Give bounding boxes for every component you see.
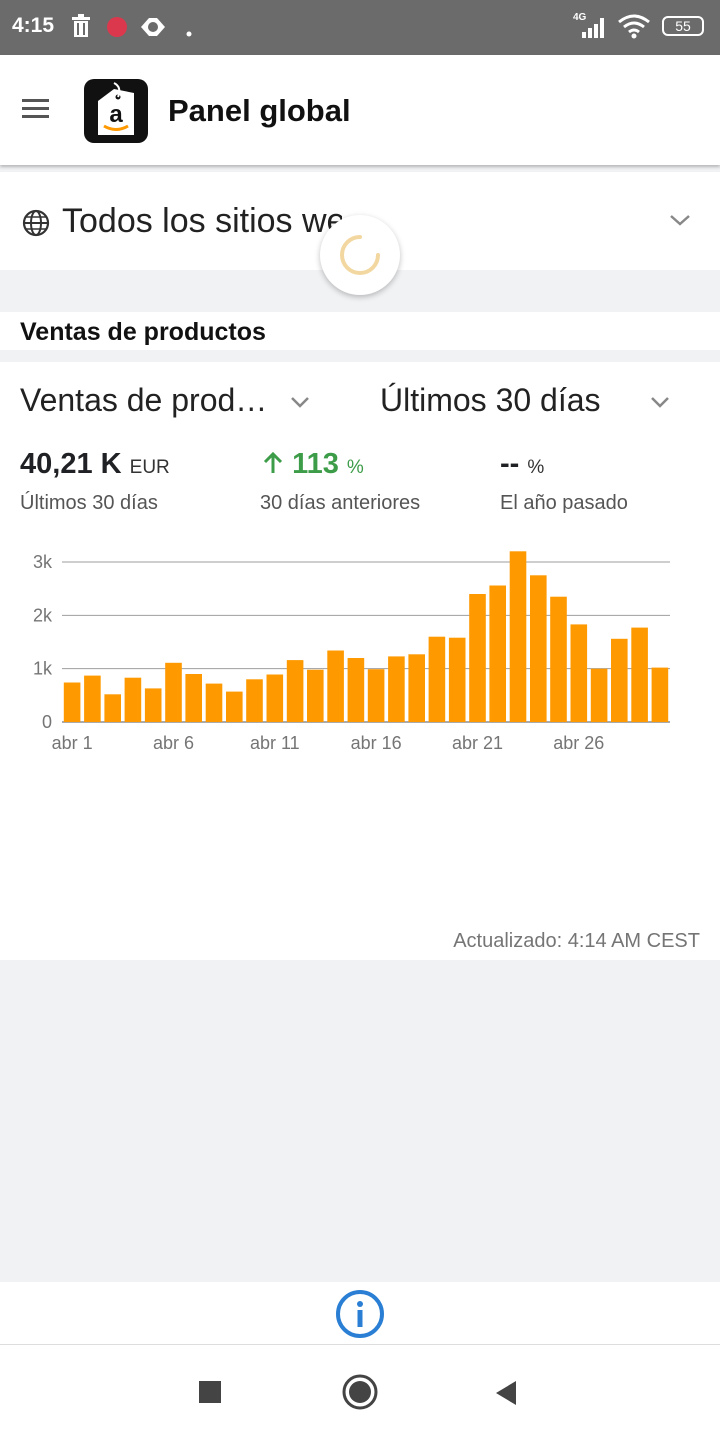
info-icon[interactable] [335,1289,385,1344]
triangle-back-icon[interactable] [494,1380,518,1411]
updated-timestamp: Actualizado: 4:14 AM CEST [453,930,700,952]
chart-bar [509,551,527,722]
chart-bar [651,667,669,722]
x-tick-label: abr 6 [153,733,194,750]
signal-icon [572,14,610,45]
y-tick-label: 1k [33,659,53,679]
battery-icon: 55 [662,16,704,36]
chart-bar [367,669,385,722]
chart-bar [124,677,142,722]
chart-bar [590,668,608,722]
chart-bar [286,660,304,722]
amazon-logo: a [84,79,148,143]
loading-spinner [320,215,400,295]
metric-last-year-value: -- [500,448,520,480]
x-tick-label: abr 16 [351,733,402,750]
metric-previous-value: 113 [292,448,339,480]
chevron-down-icon[interactable] [668,212,692,233]
chart-bar [611,638,628,722]
chart-bar [448,637,466,722]
chart-bar [266,674,284,722]
section-title: Ventas de productos [20,318,266,346]
section-header: Ventas de productos [0,312,720,350]
chart-bar [469,594,486,722]
chart-bar [570,624,588,722]
chart-bar [347,658,365,722]
notification-dot-icon [186,24,192,42]
chart-bar [408,654,425,722]
site-selector-label: Todos los sitios we [62,202,342,240]
x-tick-label: abr 1 [52,733,93,750]
chart-bar [104,694,121,722]
app-bar: a Panel global [0,55,720,165]
chart-bar [550,596,567,722]
chart-bar [530,575,547,722]
chart-bar [84,675,101,722]
chart-bar [246,679,263,722]
chevron-down-icon[interactable] [649,395,671,414]
y-tick-label: 2k [33,605,53,625]
chart-bar [205,683,223,722]
status-time: 4:15 [12,14,55,37]
circle-home-icon[interactable] [341,1373,379,1416]
chart-bar [63,682,81,722]
hamburger-menu-icon[interactable] [22,99,52,121]
metric-last-year-unit: % [527,457,545,478]
square-recents-icon[interactable] [198,1380,222,1409]
status-bar: 4:15 4G 55 [0,0,720,55]
metric-previous: 113 % [262,448,364,481]
metric-last-year-label: El año pasado [500,492,628,514]
metric-previous-label: 30 días anteriores [260,492,421,514]
chart-bar [185,674,202,722]
chart-bar [144,688,162,722]
recording-dot-icon [105,15,129,44]
period-dropdown-label: Últimos 30 días [380,382,601,418]
metric-dropdown-label: Ventas de prod… [20,382,268,418]
chart-bar [226,691,243,722]
logo-letter: a [109,101,123,128]
globe-icon [22,209,50,242]
chart-bar [489,585,506,722]
page-title: Panel global [168,93,351,128]
arrow-up-icon [262,448,292,480]
metric-current-value: 40,21 K [20,448,122,480]
metric-last-year: -- % [500,448,544,481]
x-tick-label: abr 11 [250,733,300,750]
metric-dropdown[interactable]: Ventas de prod… [20,382,267,419]
bottom-info-bar [0,1282,720,1345]
eye-icon [140,15,166,44]
metric-current-unit: EUR [129,457,170,478]
y-tick-label: 0 [42,712,52,732]
metric-previous-unit: % [346,457,364,478]
period-dropdown[interactable]: Últimos 30 días [380,382,601,419]
chart-bar [327,650,344,722]
metric-current-label: Últimos 30 días [20,492,158,514]
x-tick-label: abr 21 [452,733,503,750]
x-tick-label: abr 26 [553,733,604,750]
chart-bar [165,662,182,722]
sales-card: Ventas de prod… Últimos 30 días 40,21 K … [0,362,720,960]
system-nav-bar [0,1345,720,1440]
chevron-down-icon[interactable] [289,395,311,414]
chart-bar [428,636,446,722]
chart-bar [631,627,648,722]
chart-bar [307,669,324,722]
sales-bar-chart: 0 1k 2k 3k abr 1 abr 6 abr 11 abr 16 abr 21 abr 2… [33,551,670,750]
trash-icon [70,14,92,43]
battery-level: 55 [675,18,691,34]
metric-current: 40,21 K EUR [20,448,170,481]
network-label: 4G [573,12,587,23]
wifi-icon [617,13,651,44]
y-tick-label: 3k [33,552,53,572]
chart-bar [388,656,405,722]
